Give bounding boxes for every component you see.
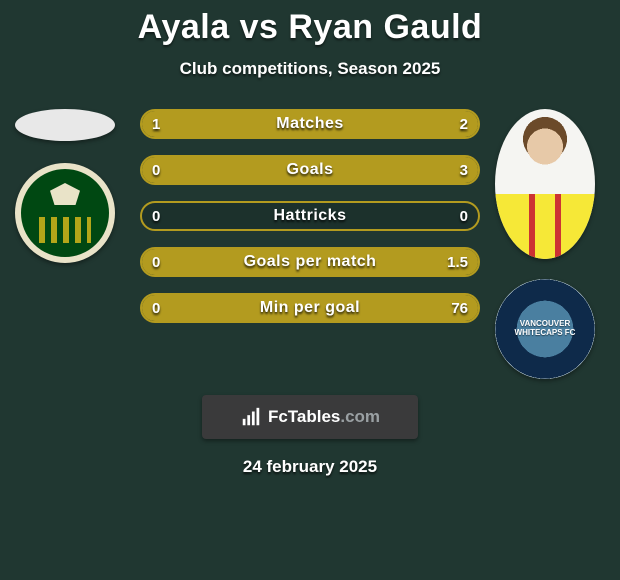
stat-label: Min per goal	[142, 295, 478, 321]
stat-row: 03Goals	[140, 155, 480, 185]
branding-text: FcTables.com	[268, 407, 380, 427]
stat-row: 076Min per goal	[140, 293, 480, 323]
stats-bars: 12Matches 03Goals 00Hattricks 01.5Goals per…	[140, 109, 480, 339]
chart-icon	[240, 406, 262, 428]
player-right-name: Ryan Gauld	[288, 8, 482, 46]
comparison-area: 12Matches 03Goals 00Hattricks 01.5Goals per…	[0, 109, 620, 369]
stat-row: 01.5Goals per match	[140, 247, 480, 277]
player-right-shirt-number: 10	[495, 222, 595, 245]
player-right-avatar: 10	[495, 109, 595, 259]
stat-label: Goals per match	[142, 249, 478, 275]
team-left-badge-icon	[15, 163, 115, 263]
team-right-badge-text: VANCOUVER WHITECAPS FC	[495, 320, 595, 338]
vs-text: vs	[240, 8, 279, 46]
page-title: Ayala vs Ryan Gauld	[0, 8, 620, 47]
player-left-avatar	[15, 109, 115, 141]
subtitle: Club competitions, Season 2025	[0, 59, 620, 79]
player-left-name: Ayala	[138, 8, 230, 46]
branding-box: FcTables.com	[202, 395, 418, 439]
team-right-badge-icon: VANCOUVER WHITECAPS FC	[495, 279, 595, 379]
footer-date: 24 february 2025	[0, 457, 620, 477]
header: Ayala vs Ryan Gauld Club competitions, S…	[0, 0, 620, 79]
stat-label: Goals	[142, 157, 478, 183]
left-player-column	[10, 109, 120, 263]
branding-main: FcTables	[268, 407, 340, 426]
right-player-column: 10 VANCOUVER WHITECAPS FC	[490, 109, 600, 379]
stat-label: Hattricks	[142, 203, 478, 229]
stat-row: 00Hattricks	[140, 201, 480, 231]
stat-row: 12Matches	[140, 109, 480, 139]
branding-suffix: .com	[340, 407, 380, 426]
stat-label: Matches	[142, 111, 478, 137]
